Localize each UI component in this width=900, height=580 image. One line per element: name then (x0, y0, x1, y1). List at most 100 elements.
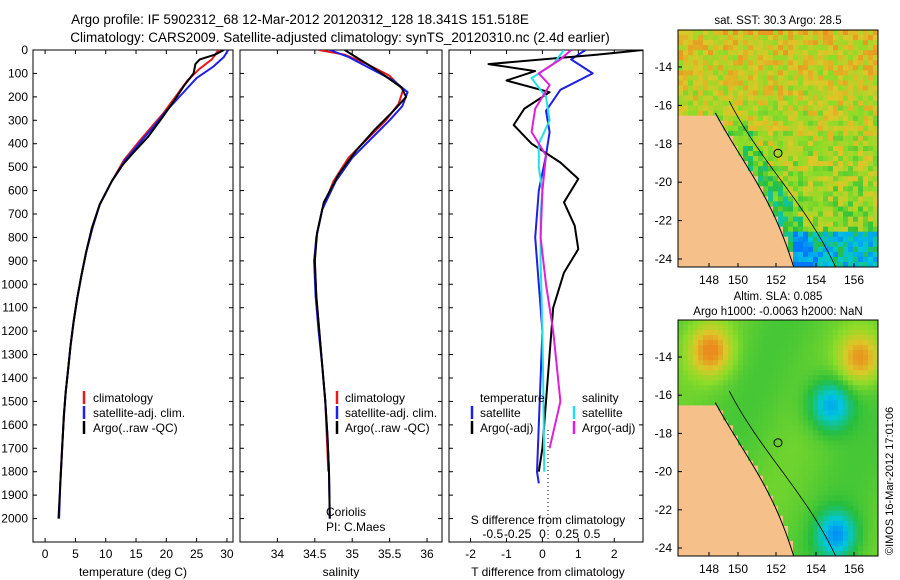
map-cell (848, 490, 854, 497)
land-cell (703, 211, 709, 217)
map-cell (763, 100, 769, 107)
map-cell (848, 251, 854, 258)
map-cell (838, 105, 844, 112)
map-cell (718, 40, 724, 46)
land-cell (703, 120, 709, 127)
map-cell (868, 95, 874, 102)
land-cell (678, 425, 684, 431)
map-cell (843, 470, 849, 477)
map-cell (808, 115, 814, 122)
map-cell (778, 95, 784, 102)
land-cell (738, 540, 744, 547)
map-cell (863, 130, 869, 137)
map-cell (773, 65, 779, 71)
map-cell (773, 390, 779, 396)
map-cell (873, 55, 878, 61)
map-cell (848, 360, 854, 366)
map-cell (863, 405, 869, 411)
land-cell (718, 470, 724, 477)
map-cell (808, 535, 814, 542)
map-cell (868, 181, 874, 187)
land-cell (678, 130, 684, 137)
map-cell (823, 551, 829, 556)
map-cell (803, 370, 809, 376)
land-cell (683, 450, 689, 457)
land-cell (733, 161, 739, 167)
map-cell (758, 156, 764, 162)
map-cell (873, 360, 878, 366)
land-cell (678, 236, 684, 243)
land-cell (708, 465, 714, 472)
map-cell (808, 460, 814, 467)
map-cell (873, 95, 878, 102)
map-cell (803, 340, 809, 346)
land-cell (688, 246, 694, 253)
map-cell (828, 360, 834, 366)
map-cell (798, 85, 804, 91)
map-cell (863, 395, 869, 401)
map-cell (833, 176, 839, 182)
map-cell (818, 380, 824, 386)
map-cell (773, 151, 779, 157)
land-cell (743, 201, 749, 207)
map-cell (808, 251, 814, 258)
map-cell (788, 345, 794, 351)
land-cell (723, 460, 729, 467)
map-cell (798, 161, 804, 167)
map-cell (833, 221, 839, 228)
map-cell (863, 216, 869, 223)
map-cell (863, 370, 869, 376)
map-cell (868, 400, 874, 406)
map-lon-label: 156 (844, 562, 864, 576)
map-cell (833, 196, 839, 202)
map-cell (718, 400, 724, 406)
pi-label: PI: C.Maes (326, 520, 385, 534)
map-cell (798, 65, 804, 71)
map-cell (808, 490, 814, 497)
land-cell (738, 216, 744, 223)
map-cell (843, 395, 849, 401)
map-cell (718, 355, 724, 361)
land-cell (693, 181, 699, 187)
land-cell (683, 115, 689, 122)
map-cell (823, 525, 829, 532)
map-cell (828, 100, 834, 107)
land-cell (743, 246, 749, 253)
map-lon-label: 154 (806, 273, 826, 287)
map-cell (863, 256, 869, 263)
map-cell (823, 186, 829, 192)
series-line-t-satellite (534, 50, 594, 484)
land-cell (688, 490, 694, 497)
land-cell (708, 445, 714, 451)
map-cell (733, 385, 739, 391)
map-cell (858, 450, 864, 457)
land-cell (713, 405, 719, 411)
map-lat-label: -20 (655, 175, 673, 189)
land-cell (713, 420, 719, 426)
map-cell (823, 251, 829, 258)
land-cell (733, 551, 739, 556)
map-cell (753, 125, 759, 132)
map-cell (738, 140, 744, 147)
map-cell (708, 60, 714, 66)
map-cell (783, 95, 789, 102)
map-cell (803, 500, 809, 507)
map-cell (838, 95, 844, 102)
land-cell (728, 196, 734, 202)
map-cell (853, 80, 859, 86)
map-cell (843, 241, 849, 248)
land-cell (743, 500, 749, 507)
map-cell (763, 120, 769, 127)
land-cell (718, 465, 724, 472)
map-cell (773, 360, 779, 366)
land-cell (703, 435, 709, 441)
map-cell (728, 330, 734, 336)
map-cell (798, 350, 804, 356)
map-cell (703, 350, 709, 356)
map-cell (693, 105, 699, 112)
land-cell (723, 211, 729, 217)
land-cell (693, 130, 699, 137)
map-cell (833, 226, 839, 233)
land-cell (703, 236, 709, 243)
land-cell (768, 510, 774, 517)
